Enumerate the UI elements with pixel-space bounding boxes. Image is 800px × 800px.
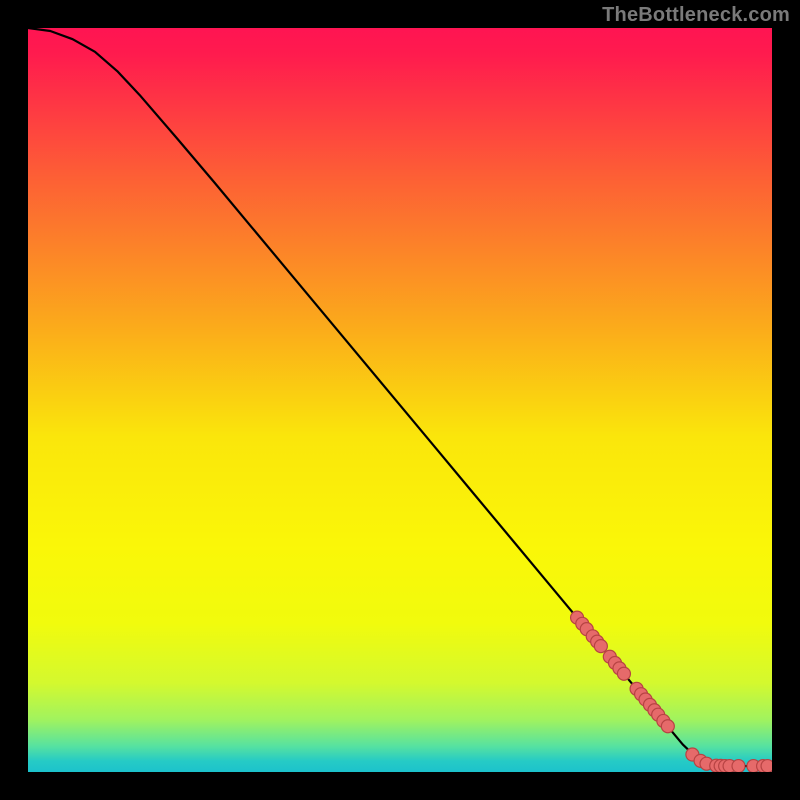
plot-area — [28, 28, 772, 772]
gradient-background — [28, 28, 772, 772]
watermark-text: TheBottleneck.com — [602, 4, 790, 27]
data-marker — [661, 720, 674, 733]
data-marker — [594, 640, 607, 653]
chart-svg — [28, 28, 772, 772]
data-marker — [761, 760, 772, 772]
data-marker — [732, 760, 745, 772]
data-marker — [617, 667, 630, 680]
chart-canvas: TheBottleneck.com — [0, 0, 800, 800]
